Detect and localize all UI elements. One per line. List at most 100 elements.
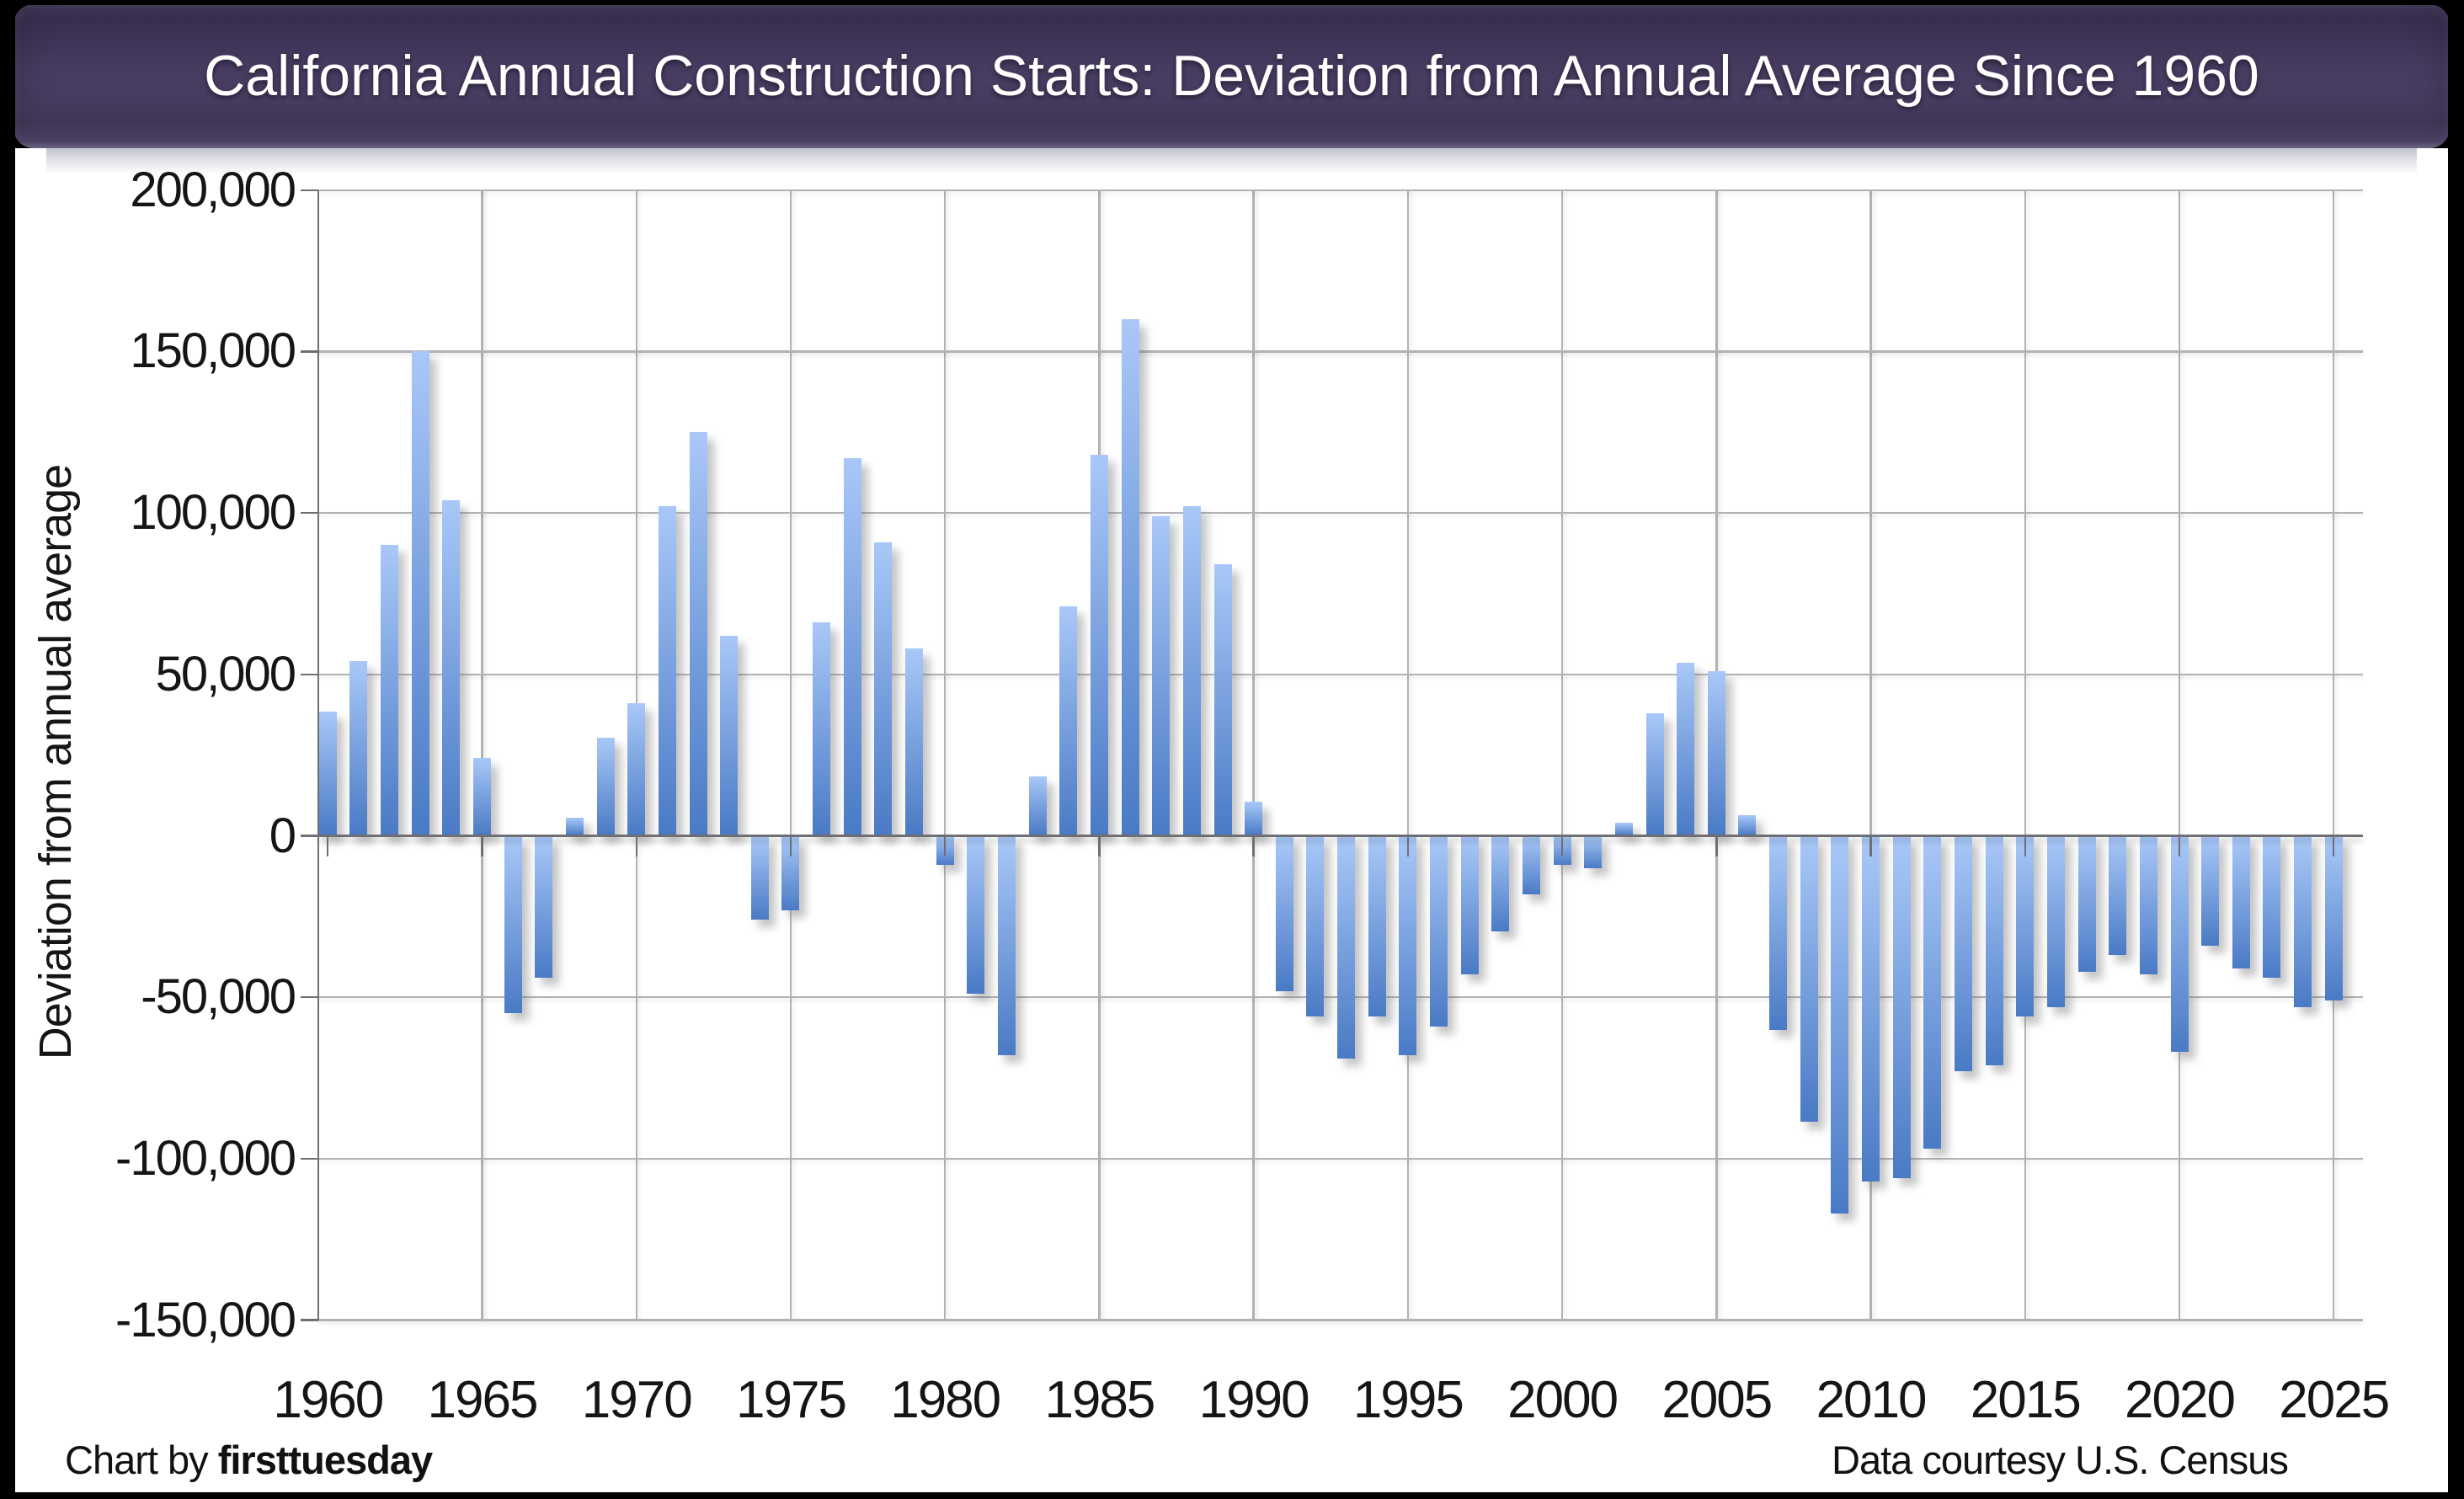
gridline-vertical xyxy=(2178,189,2181,1320)
bar-2001 xyxy=(1584,835,1603,868)
bar-2005 xyxy=(1707,670,1725,836)
bar-1972 xyxy=(689,432,707,836)
gridline-vertical xyxy=(2024,189,2026,1320)
x-axis-tick xyxy=(789,835,792,856)
bar-1962 xyxy=(381,545,399,836)
bar-1991 xyxy=(1275,835,1293,991)
bar-1997 xyxy=(1460,835,1479,975)
bar-2004 xyxy=(1677,663,1695,836)
bar-2002 xyxy=(1614,823,1633,836)
bar-1987 xyxy=(1152,515,1171,836)
bar-2021 xyxy=(2201,835,2220,946)
bar-2010 xyxy=(1862,835,1880,1182)
title-banner: California Annual Construction Starts: D… xyxy=(13,4,2450,148)
bar-2015 xyxy=(2016,835,2035,1017)
bar-1978 xyxy=(874,541,893,836)
gridline-vertical xyxy=(1406,189,1410,1320)
bar-2016 xyxy=(2046,835,2065,1007)
bar-1989 xyxy=(1213,564,1232,836)
x-axis-tick xyxy=(1098,835,1101,856)
gridline-vertical xyxy=(789,189,792,1320)
x-axis-tick-label: 2015 xyxy=(1970,1371,2082,1429)
bar-1988 xyxy=(1182,506,1201,836)
y-axis-tick xyxy=(301,835,318,837)
x-axis-tick xyxy=(1252,835,1255,856)
x-axis-tick-label: 2010 xyxy=(1816,1371,1928,1429)
y-axis-title: Deviation from annual average xyxy=(30,464,81,1060)
bar-2025 xyxy=(2324,835,2343,1001)
bar-1973 xyxy=(720,635,739,836)
x-axis-tick-label: 2005 xyxy=(1661,1371,1773,1429)
x-axis-tick-label: 1975 xyxy=(736,1371,847,1429)
bar-1961 xyxy=(349,661,368,836)
bar-1992 xyxy=(1306,835,1325,1017)
bar-1975 xyxy=(781,835,800,910)
frame-top xyxy=(0,0,2464,5)
bar-1995 xyxy=(1399,835,1417,1056)
x-axis-tick-label: 1995 xyxy=(1352,1371,1464,1429)
x-axis-tick xyxy=(2178,835,2181,856)
bar-1990 xyxy=(1245,802,1263,836)
y-axis-tick-label: 100,000 xyxy=(130,485,296,541)
bar-1979 xyxy=(905,648,924,836)
gridline-vertical xyxy=(1869,189,1872,1320)
y-axis-tick xyxy=(301,996,318,999)
gridline-vertical xyxy=(1560,189,1564,1320)
x-axis-tick-label: 2020 xyxy=(2125,1371,2236,1429)
credit-text: Chart by firsttuesday xyxy=(65,1437,433,1483)
bar-1983 xyxy=(1028,776,1047,836)
frame-right xyxy=(2448,0,2464,1499)
bar-2012 xyxy=(1923,835,1942,1150)
y-axis-tick xyxy=(301,1157,318,1160)
bar-2011 xyxy=(1892,835,1911,1178)
gridline-horizontal xyxy=(318,189,2363,191)
x-axis-tick xyxy=(1560,835,1564,856)
gridline-vertical xyxy=(2333,189,2335,1320)
brand-name: firsttuesday xyxy=(217,1438,433,1482)
x-axis-tick xyxy=(2333,835,2335,856)
bar-1996 xyxy=(1430,835,1448,1027)
bar-1965 xyxy=(473,758,492,836)
bar-2023 xyxy=(2263,835,2281,979)
y-axis-tick xyxy=(301,350,318,353)
bar-2017 xyxy=(2077,835,2096,972)
bar-1971 xyxy=(658,506,676,836)
bar-1964 xyxy=(442,499,461,836)
bar-1963 xyxy=(411,351,429,836)
x-axis-tick xyxy=(1869,835,1872,856)
bar-2009 xyxy=(1831,835,1849,1214)
bar-1969 xyxy=(596,737,615,836)
x-axis-tick xyxy=(481,835,483,856)
bar-1998 xyxy=(1491,835,1510,931)
bar-1984 xyxy=(1059,606,1078,836)
source-text: Data courtesy U.S. Census xyxy=(1832,1438,2289,1482)
bar-1981 xyxy=(967,835,985,995)
banner-shelf-reflection xyxy=(46,148,2417,175)
bar-1976 xyxy=(813,622,831,836)
x-axis-tick-label: 1980 xyxy=(890,1371,1001,1429)
y-axis-tick xyxy=(301,673,318,675)
bar-1970 xyxy=(627,703,646,836)
bar-1999 xyxy=(1522,835,1540,894)
bar-2003 xyxy=(1645,712,1664,836)
credit-prefix: Chart by xyxy=(65,1438,218,1482)
bar-1966 xyxy=(504,835,522,1014)
y-axis-tick xyxy=(301,511,318,515)
x-axis-tick-label: 1990 xyxy=(1198,1371,1310,1429)
y-axis-tick-label: -50,000 xyxy=(141,969,296,1025)
gridline-vertical xyxy=(1252,189,1255,1320)
y-axis-tick xyxy=(301,189,318,191)
bar-2019 xyxy=(2139,835,2157,975)
y-axis-tick-label: 150,000 xyxy=(130,323,296,379)
y-axis-tick xyxy=(301,1319,318,1321)
bar-2007 xyxy=(1769,835,1788,1030)
x-axis-tick-label: 1965 xyxy=(427,1371,539,1429)
x-axis-tick xyxy=(1406,835,1410,856)
y-axis-tick-label: -150,000 xyxy=(115,1292,296,1347)
bar-1985 xyxy=(1090,455,1108,836)
bar-2006 xyxy=(1738,814,1757,836)
x-axis-tick-label: 1960 xyxy=(273,1371,384,1429)
x-axis-tick-label: 2000 xyxy=(1507,1371,1619,1429)
